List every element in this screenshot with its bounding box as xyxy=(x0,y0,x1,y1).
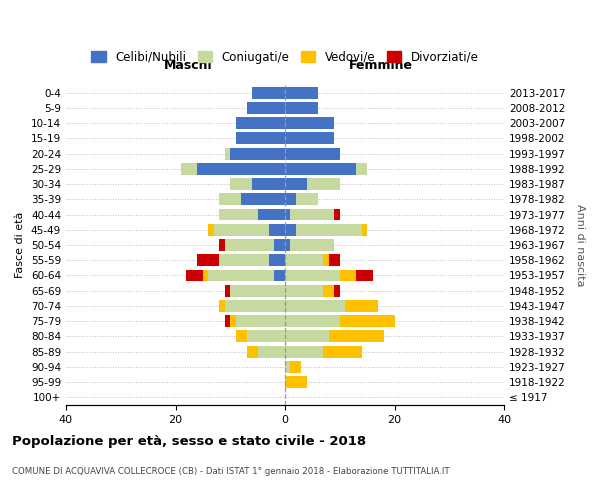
Bar xyxy=(285,376,307,388)
Bar xyxy=(203,270,208,281)
Bar xyxy=(230,285,285,296)
Bar xyxy=(269,224,285,235)
Y-axis label: Anni di nascita: Anni di nascita xyxy=(575,204,585,286)
Bar xyxy=(307,178,340,190)
Bar xyxy=(285,208,290,220)
Bar xyxy=(236,117,285,129)
Y-axis label: Fasce di età: Fasce di età xyxy=(16,212,25,278)
Text: COMUNE DI ACQUAVIVA COLLECROCE (CB) - Dati ISTAT 1° gennaio 2018 - Elaborazione : COMUNE DI ACQUAVIVA COLLECROCE (CB) - Da… xyxy=(12,468,449,476)
Bar xyxy=(197,254,220,266)
Bar xyxy=(290,361,301,373)
Bar xyxy=(220,239,225,251)
Bar xyxy=(285,102,318,114)
Bar xyxy=(340,270,356,281)
Bar xyxy=(225,315,230,327)
Bar xyxy=(230,178,252,190)
Bar xyxy=(362,224,367,235)
Bar xyxy=(285,361,290,373)
Bar xyxy=(285,254,323,266)
Bar xyxy=(230,315,236,327)
Legend: Celibi/Nubili, Coniugati/e, Vedovi/e, Divorziati/e: Celibi/Nubili, Coniugati/e, Vedovi/e, Di… xyxy=(86,46,484,68)
Bar xyxy=(225,239,274,251)
Text: Maschi: Maschi xyxy=(164,59,213,72)
Text: Femmine: Femmine xyxy=(349,59,413,72)
Bar xyxy=(220,208,257,220)
Bar xyxy=(285,315,340,327)
Bar xyxy=(323,346,362,358)
Bar xyxy=(220,300,225,312)
Bar xyxy=(247,346,257,358)
Bar xyxy=(285,239,290,251)
Bar xyxy=(296,194,318,205)
Bar xyxy=(329,330,383,342)
Bar xyxy=(220,254,269,266)
Text: Popolazione per età, sesso e stato civile - 2018: Popolazione per età, sesso e stato civil… xyxy=(12,435,366,448)
Bar xyxy=(285,148,340,160)
Bar xyxy=(290,239,334,251)
Bar xyxy=(285,224,296,235)
Bar xyxy=(208,224,214,235)
Bar xyxy=(285,285,323,296)
Bar xyxy=(285,346,323,358)
Bar xyxy=(214,224,269,235)
Bar xyxy=(225,285,230,296)
Bar xyxy=(285,178,307,190)
Bar xyxy=(269,254,285,266)
Bar xyxy=(285,132,334,144)
Bar xyxy=(197,163,285,175)
Bar xyxy=(290,208,334,220)
Bar xyxy=(356,163,367,175)
Bar xyxy=(236,330,247,342)
Bar xyxy=(274,270,285,281)
Bar xyxy=(323,254,329,266)
Bar xyxy=(329,254,340,266)
Bar xyxy=(225,300,285,312)
Bar xyxy=(247,102,285,114)
Bar xyxy=(334,285,340,296)
Bar xyxy=(252,178,285,190)
Bar xyxy=(208,270,274,281)
Bar xyxy=(230,148,285,160)
Bar xyxy=(285,117,334,129)
Bar xyxy=(285,163,356,175)
Bar xyxy=(181,163,197,175)
Bar xyxy=(285,86,318,99)
Bar xyxy=(247,330,285,342)
Bar xyxy=(257,346,285,358)
Bar xyxy=(241,194,285,205)
Bar xyxy=(236,315,285,327)
Bar xyxy=(285,300,345,312)
Bar xyxy=(356,270,373,281)
Bar xyxy=(257,208,285,220)
Bar xyxy=(252,86,285,99)
Bar xyxy=(274,239,285,251)
Bar xyxy=(285,270,340,281)
Bar xyxy=(334,208,340,220)
Bar xyxy=(285,330,329,342)
Bar xyxy=(323,285,334,296)
Bar xyxy=(296,224,362,235)
Bar xyxy=(220,194,241,205)
Bar xyxy=(340,315,395,327)
Bar xyxy=(187,270,203,281)
Bar xyxy=(225,148,230,160)
Bar xyxy=(236,132,285,144)
Bar xyxy=(285,194,296,205)
Bar xyxy=(345,300,378,312)
